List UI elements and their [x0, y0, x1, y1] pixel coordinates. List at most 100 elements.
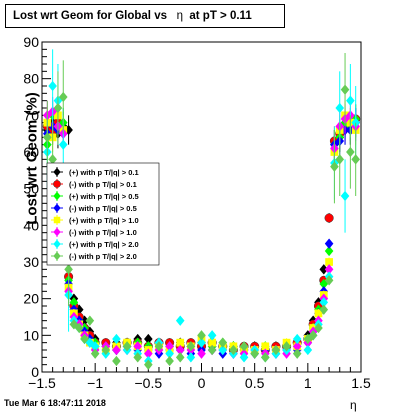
legend-marker — [53, 167, 61, 177]
y-tick-label: 60 — [23, 144, 39, 160]
data-point — [325, 258, 333, 266]
data-point — [330, 161, 339, 172]
data-point — [197, 330, 206, 341]
data-point — [48, 154, 57, 165]
data-point — [85, 315, 95, 326]
data-point — [324, 275, 334, 286]
data-point — [324, 213, 334, 223]
data-point — [335, 154, 345, 165]
data-point — [90, 348, 100, 359]
data-point — [165, 355, 174, 367]
data-point — [186, 341, 196, 352]
data-point — [239, 352, 249, 363]
data-point — [133, 352, 142, 363]
data-point — [175, 344, 185, 356]
data-point — [165, 348, 174, 359]
data-point — [308, 330, 318, 341]
x-tick-label: −1.5 — [28, 375, 56, 391]
y-tick-label: 80 — [23, 71, 39, 87]
y-tick-label: 40 — [23, 217, 39, 233]
legend-label: (-) with p T/|q| > 2.0 — [69, 252, 137, 261]
data-point — [303, 344, 313, 356]
data-point — [186, 352, 196, 363]
legend-marker — [53, 191, 61, 201]
legend-label: (+) with p T/|q| > 2.0 — [69, 240, 139, 249]
x-axis-label: η — [350, 398, 357, 412]
data-point — [165, 341, 174, 352]
series-8 — [43, 53, 360, 370]
data-point — [340, 190, 350, 202]
data-point — [261, 352, 270, 363]
data-point — [207, 330, 217, 341]
data-point — [218, 337, 228, 348]
chart-title: Lost wrt Geom for Global vs η at pT > 0.… — [5, 4, 285, 28]
data-point — [64, 264, 73, 275]
legend-marker — [53, 180, 61, 188]
data-point — [144, 333, 153, 345]
timestamp: Tue Mar 6 18:47:11 2018 — [4, 398, 106, 408]
data-point — [43, 132, 52, 143]
y-tick-label: 0 — [31, 364, 39, 380]
legend-box — [46, 162, 160, 266]
data-point — [90, 341, 100, 352]
y-axis-label: Lost wrt Geom (%) — [23, 92, 41, 225]
data-point — [340, 84, 350, 95]
data-point — [144, 348, 153, 359]
data-point — [292, 348, 302, 359]
data-point — [58, 91, 68, 103]
legend-label: (-) with p T/|q| > 0.5 — [69, 204, 137, 213]
legend-label: (+) with p T/|q| > 1.0 — [69, 216, 139, 225]
legend-marker — [53, 216, 61, 224]
data-point — [175, 352, 185, 363]
data-point — [69, 297, 79, 308]
data-point — [335, 102, 345, 114]
x-tick-label: 0 — [198, 375, 206, 391]
data-point — [197, 337, 206, 348]
data-point — [208, 338, 217, 347]
y-tick-label: 70 — [23, 107, 39, 123]
y-tick-label: 90 — [23, 34, 39, 50]
data-point — [282, 341, 291, 352]
legend-marker — [53, 203, 61, 213]
legend-marker — [53, 239, 61, 249]
data-point — [324, 245, 334, 257]
y-tick-label: 30 — [23, 254, 39, 270]
chart-title-prefix: Lost wrt Geom for Global vs — [13, 10, 167, 22]
data-point — [74, 322, 84, 334]
data-point — [346, 95, 355, 106]
data-point — [101, 344, 111, 356]
x-tick-label: 0.5 — [245, 375, 265, 391]
data-point — [144, 359, 153, 370]
data-point — [324, 238, 334, 249]
x-tick-label: 1 — [304, 375, 312, 391]
data-point — [197, 348, 206, 359]
data-point — [122, 341, 132, 352]
data-point — [319, 264, 329, 275]
data-point — [58, 139, 68, 150]
data-point — [319, 278, 329, 290]
legend: (+) with p T/|q| > 0.1 (-) with p T/|q| >… — [46, 162, 160, 266]
data-point — [239, 341, 249, 352]
legend-label: (-) with p T/|q| > 0.1 — [69, 180, 137, 189]
data-point — [80, 333, 89, 345]
data-point — [292, 333, 302, 345]
data-point — [250, 348, 259, 359]
chart-title-eta: η — [176, 10, 183, 22]
data-point — [53, 102, 63, 114]
data-point — [261, 342, 270, 351]
x-tick-label: −1 — [87, 375, 103, 391]
chart-title-suffix: at pT > 0.11 — [189, 10, 252, 22]
data-point — [207, 344, 217, 356]
y-tick-label: 50 — [23, 181, 39, 197]
legend-marker — [53, 227, 61, 237]
data-point — [176, 338, 185, 347]
legend-marker — [53, 251, 61, 261]
data-point — [112, 333, 121, 345]
legend-label: (+) with p T/|q| > 0.1 — [69, 168, 139, 177]
data-point — [314, 309, 323, 318]
data-point — [351, 154, 360, 165]
data-point — [175, 315, 185, 326]
legend-label: (+) with p T/|q| > 0.5 — [69, 192, 139, 201]
